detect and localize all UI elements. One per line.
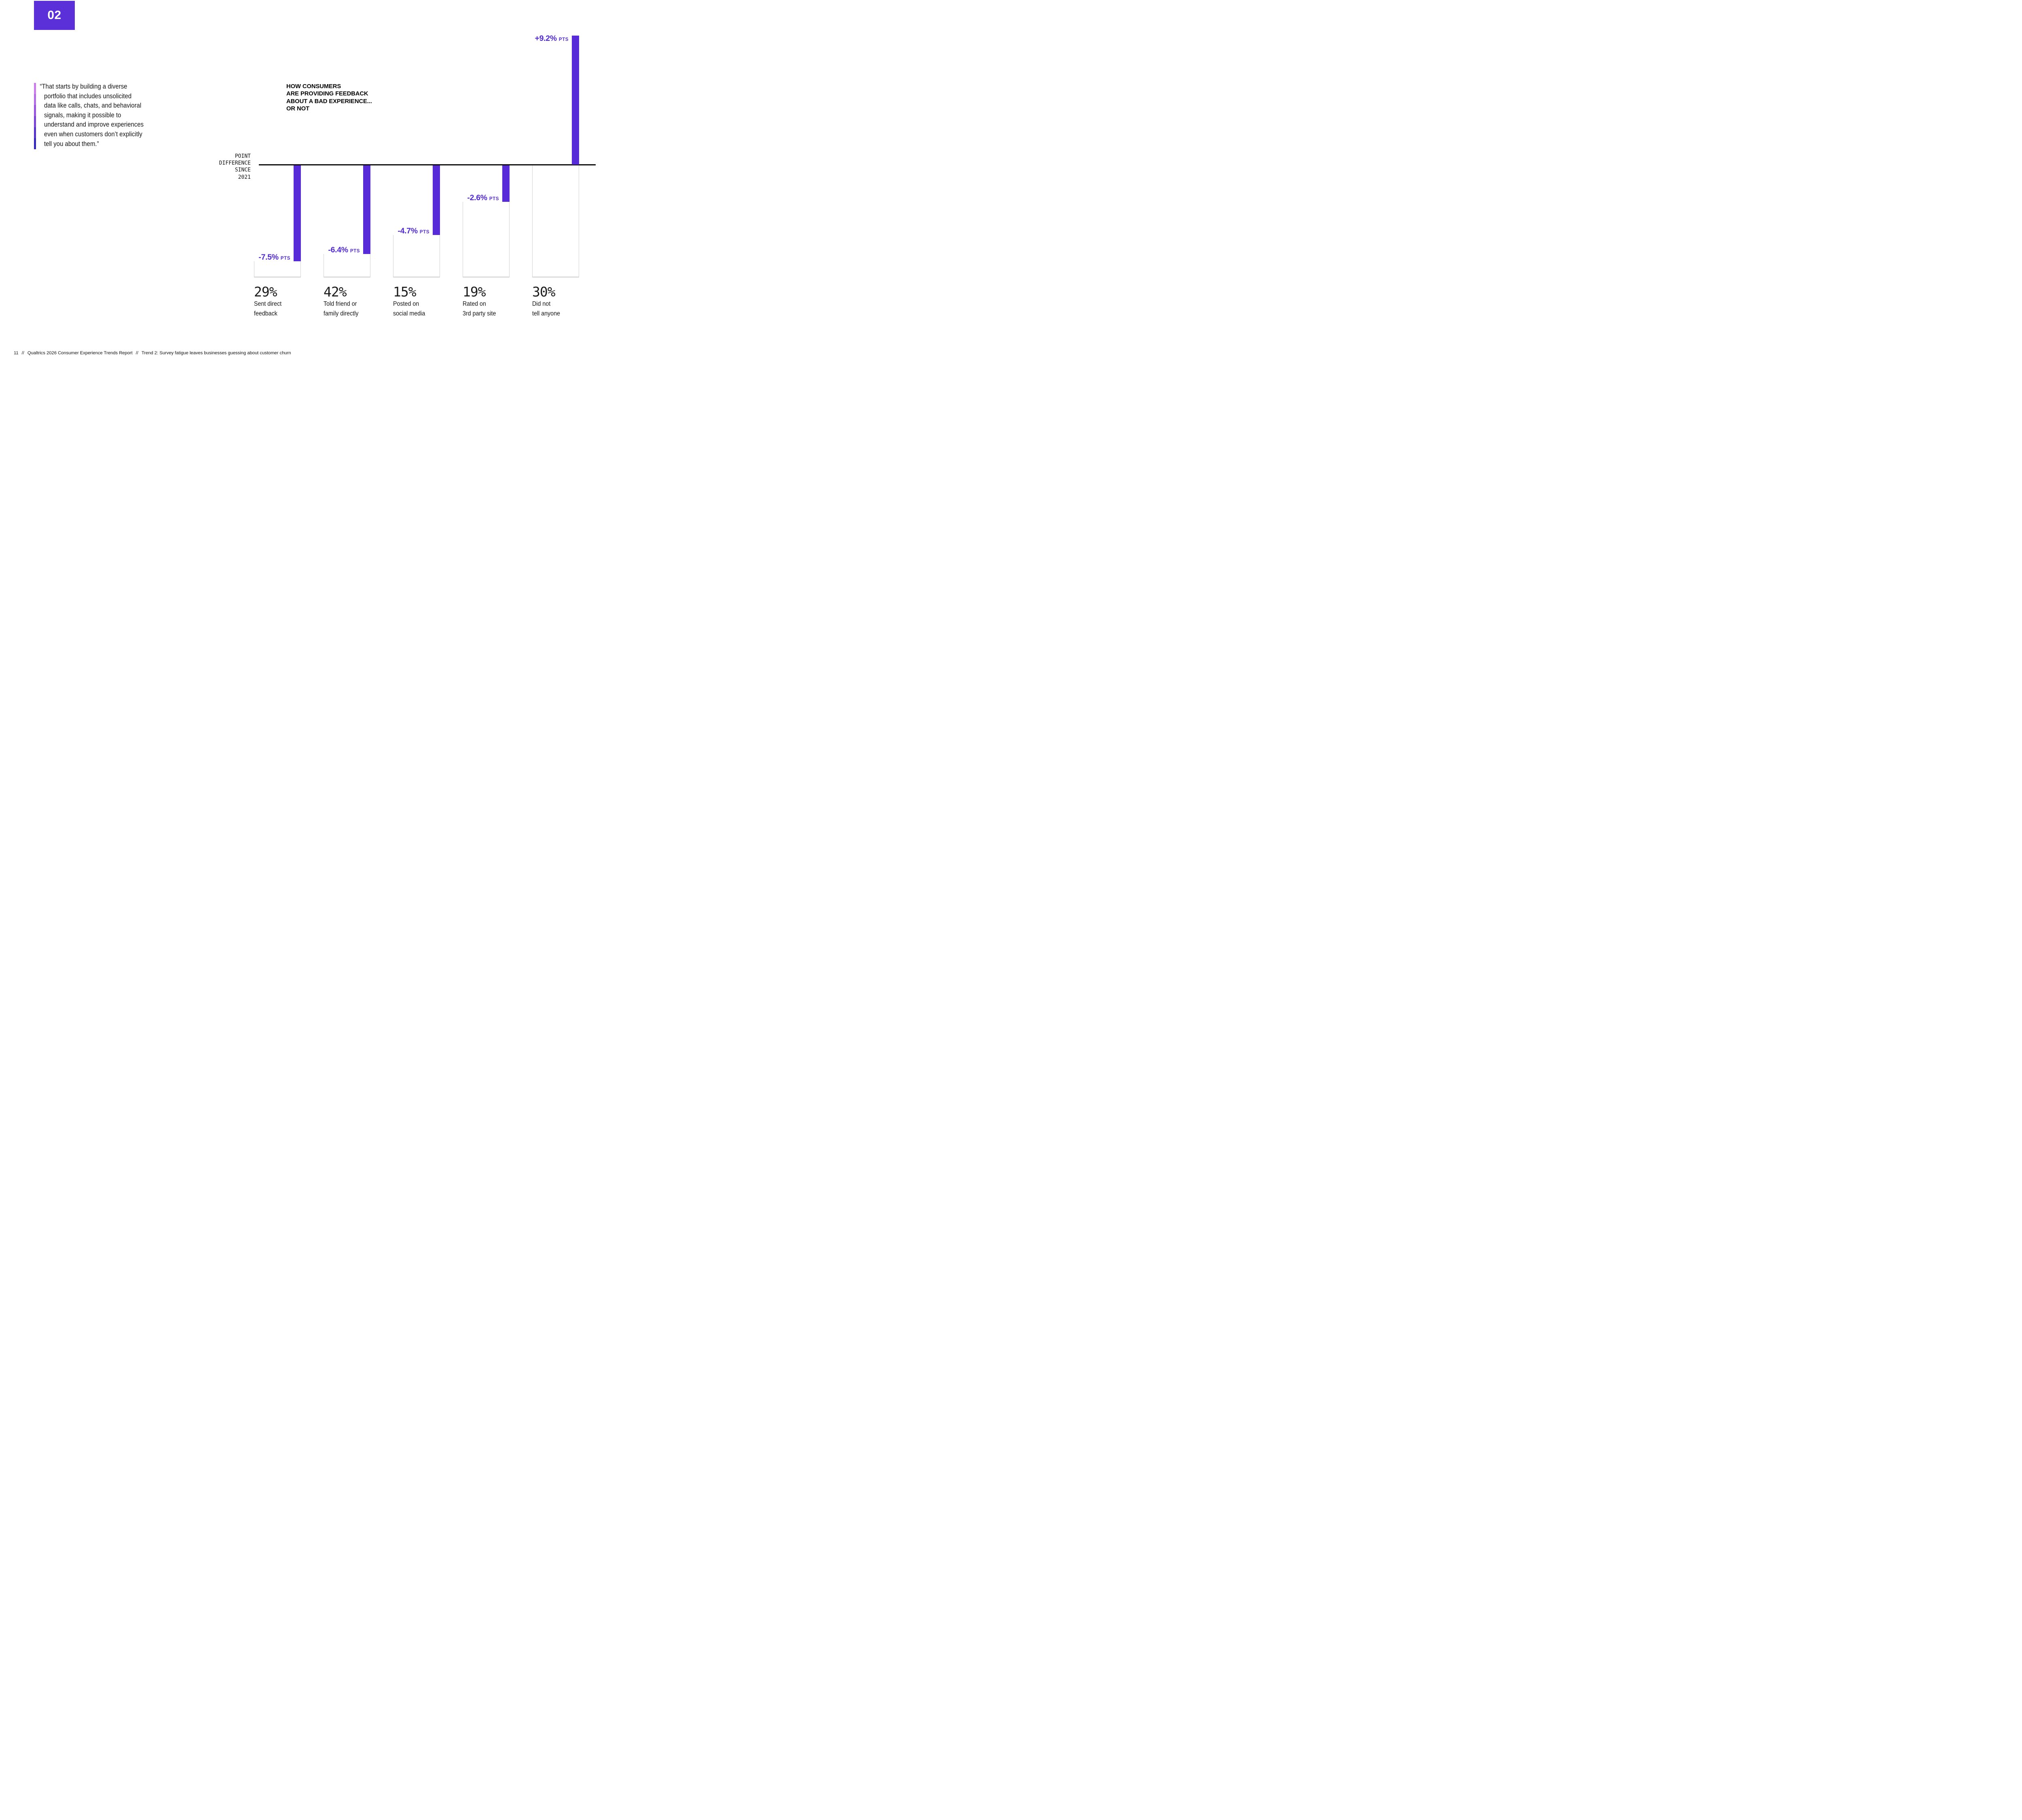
delta-value: -4.7% — [398, 226, 418, 235]
category-label-sent-direct-feedback: Sent direct feedback — [254, 299, 281, 318]
axis-label-line: POINT — [235, 153, 251, 159]
category-line: tell anyone — [532, 310, 560, 317]
bar-frame-did-not-tell-anyone — [532, 165, 579, 277]
category-line: Posted on — [393, 301, 419, 307]
percent-label-did-not-tell-anyone: 30% — [532, 284, 556, 300]
quote-line: signals, making it possible to — [44, 111, 121, 119]
category-label-told-friend-or-family: Told friend or family directly — [324, 299, 358, 318]
percent-label-posted-on-social-media: 15% — [393, 284, 417, 300]
chart-title-line: ARE PROVIDING FEEDBACK — [286, 91, 368, 97]
percent-label-sent-direct-feedback: 29% — [254, 284, 277, 300]
category-label-posted-on-social-media: Posted on social media — [393, 299, 425, 318]
category-label-rated-on-3rd-party-site: Rated on 3rd party site — [463, 299, 496, 318]
category-line: feedback — [254, 310, 277, 317]
bar-frame-told-friend-or-family — [324, 254, 370, 277]
bar-posted-on-social-media — [433, 165, 440, 235]
category-line: social media — [393, 310, 425, 317]
delta-value: +9.2% — [535, 34, 557, 43]
axis-label-line: 2021 — [238, 174, 251, 180]
quote-line: tell you about them.” — [44, 140, 99, 148]
quote-line: portfolio that includes unsolicited — [44, 92, 132, 100]
quote-line: even when customers don’t explicitly — [44, 130, 142, 138]
category-line: Sent direct — [254, 301, 282, 307]
report-title: Qualtrics 2026 Consumer Experience Trend… — [27, 351, 133, 356]
page-number: 11 — [14, 351, 19, 356]
delta-value: -7.5% — [258, 253, 279, 262]
bar-rated-on-3rd-party-site — [502, 165, 510, 202]
category-line: Rated on — [463, 301, 486, 307]
chart-title: HOW CONSUMERS ARE PROVIDING FEEDBACK ABO… — [286, 83, 372, 112]
trend-title: Trend 2: Survey fatigue leaves businesse… — [142, 351, 291, 356]
chart-title-line: OR NOT — [286, 105, 309, 112]
delta-label-did-not-tell-anyone: +9.2% PTS — [508, 34, 569, 43]
axis-baseline — [259, 164, 596, 165]
quote-line: understand and improve experiences — [44, 121, 144, 129]
chart-title-line: ABOUT A BAD EXPERIENCE... — [286, 98, 372, 105]
footer-separator: // — [135, 351, 138, 356]
category-label-did-not-tell-anyone: Did not tell anyone — [532, 299, 560, 318]
bar-did-not-tell-anyone — [572, 36, 579, 165]
section-number: 02 — [47, 8, 61, 22]
footer-separator: // — [21, 351, 24, 356]
quote-line: “That starts by building a diverse — [40, 83, 127, 90]
category-line: Told friend or — [324, 301, 357, 307]
pull-quote: “That starts by building a diverse portf… — [40, 82, 144, 148]
delta-label-sent-direct-feedback: -7.5% PTS — [230, 253, 290, 262]
delta-unit: PTS — [558, 37, 569, 42]
delta-value: -6.4% — [328, 245, 348, 254]
delta-label-rated-on-3rd-party-site: -2.6% PTS — [438, 193, 499, 203]
section-badge: 02 — [34, 1, 75, 30]
bar-frame-posted-on-social-media — [393, 235, 440, 277]
delta-label-posted-on-social-media: -4.7% PTS — [369, 226, 429, 236]
delta-label-told-friend-or-family: -6.4% PTS — [299, 245, 360, 255]
delta-value: -2.6% — [467, 193, 487, 202]
category-line: 3rd party site — [463, 310, 496, 317]
delta-unit: PTS — [489, 197, 499, 201]
quote-line: data like calls, chats, and behavioral — [44, 102, 142, 110]
category-line: family directly — [324, 310, 359, 317]
delta-unit: PTS — [419, 230, 429, 235]
bar-sent-direct-feedback — [294, 165, 301, 261]
delta-unit: PTS — [350, 249, 360, 254]
axis-label-line: SINCE — [235, 167, 251, 174]
footer: 11 // Qualtrics 2026 Consumer Experience… — [14, 351, 291, 356]
y-axis-label: POINT DIFFERENCE SINCE 2021 — [182, 153, 251, 181]
percent-label-rated-on-3rd-party-site: 19% — [463, 284, 486, 300]
report-page: 02 “That starts by building a diverse po… — [0, 0, 647, 364]
axis-label-line: DIFFERENCE — [219, 160, 251, 167]
bar-frame-rated-on-3rd-party-site — [463, 202, 510, 277]
chart-title-line: HOW CONSUMERS — [286, 83, 341, 90]
percent-label-told-friend-or-family: 42% — [324, 284, 347, 300]
bar-told-friend-or-family — [363, 165, 370, 254]
category-line: Did not — [532, 301, 551, 307]
bar-frame-sent-direct-feedback — [254, 261, 301, 277]
quote-accent-bar — [34, 83, 36, 149]
delta-unit: PTS — [280, 256, 290, 261]
